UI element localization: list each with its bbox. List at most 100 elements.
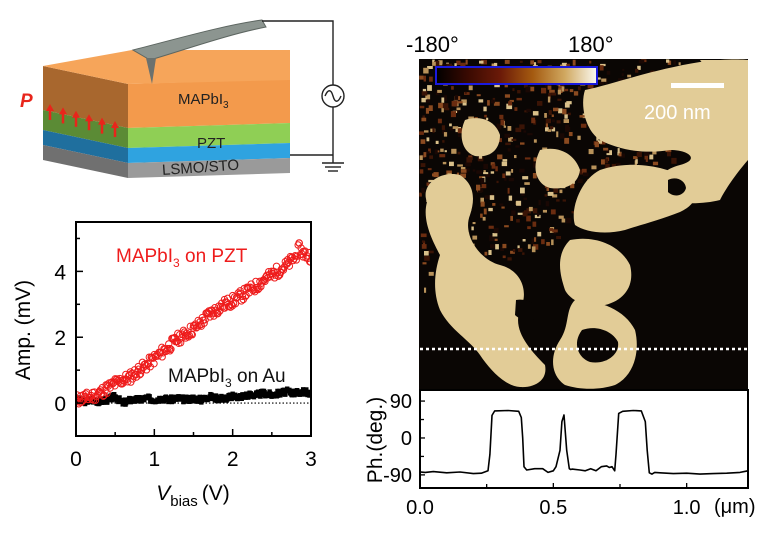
series-phase xyxy=(421,409,747,475)
map-speckle xyxy=(425,99,430,103)
map-speckle xyxy=(456,107,461,111)
map-speckle xyxy=(428,179,434,183)
map-speckle xyxy=(500,119,505,126)
map-speckle xyxy=(522,252,525,255)
map-speckle xyxy=(545,114,550,118)
map-speckle xyxy=(553,107,559,112)
data-point-au xyxy=(290,388,295,393)
data-point-au xyxy=(225,397,231,402)
map-speckle xyxy=(571,211,576,214)
map-speckle xyxy=(551,114,554,117)
map-speckle xyxy=(619,153,625,158)
map-speckle xyxy=(671,157,677,164)
map-speckle xyxy=(489,235,495,242)
map-speckle xyxy=(432,61,436,66)
map-speckle xyxy=(615,162,621,167)
map-speckle xyxy=(485,173,490,178)
map-speckle xyxy=(507,126,512,131)
map-speckle xyxy=(461,99,467,103)
map-speckle xyxy=(525,86,531,93)
ylabel: Amp. (mV) xyxy=(12,280,35,380)
map-speckle xyxy=(492,97,496,101)
map-speckle xyxy=(527,226,531,230)
map-speckle xyxy=(419,75,424,80)
map-speckle xyxy=(526,215,531,222)
map-speckle xyxy=(508,137,513,142)
map-speckle xyxy=(518,248,523,252)
map-speckle xyxy=(577,86,581,91)
map-speckle xyxy=(419,192,422,197)
map-speckle xyxy=(421,244,427,249)
map-speckle xyxy=(516,219,520,223)
map-speckle xyxy=(559,133,565,139)
map-speckle xyxy=(534,237,537,242)
y-tick-label: 0 xyxy=(54,393,66,416)
data-point-pzt xyxy=(301,247,309,255)
map-speckle xyxy=(437,118,442,124)
map-speckle xyxy=(587,83,594,89)
map-speckle xyxy=(480,197,484,203)
polarization-arrow xyxy=(98,117,106,134)
legend-au: MAPbI3 on Au xyxy=(168,366,286,390)
map-speckle xyxy=(502,255,506,259)
plot-frame xyxy=(419,389,749,489)
map-speckle xyxy=(577,135,581,140)
data-point-pzt xyxy=(158,353,166,361)
map-speckle xyxy=(517,90,521,94)
map-speckle xyxy=(490,244,496,249)
scalebar-label: 200 nm xyxy=(644,102,711,124)
data-point-au xyxy=(77,395,82,401)
map-speckle xyxy=(428,105,433,111)
map-speckle xyxy=(606,150,612,156)
map-speckle xyxy=(493,227,499,234)
map-speckle xyxy=(425,107,429,114)
legend-pzt: MAPbI3 on PZT xyxy=(116,246,248,270)
map-speckle xyxy=(545,201,550,207)
map-speckle xyxy=(446,63,452,67)
map-speckle xyxy=(483,208,487,215)
data-point-au xyxy=(82,401,88,407)
map-speckle xyxy=(509,99,514,103)
data-point-au xyxy=(214,394,220,399)
data-point-pzt xyxy=(292,256,300,264)
map-speckle xyxy=(423,67,429,74)
cantilever xyxy=(131,19,267,61)
layer-label-pzt: PZT xyxy=(197,135,225,152)
map-speckle xyxy=(423,152,427,158)
map-speckle xyxy=(556,120,561,124)
colorbar-min-label: -180° xyxy=(406,32,459,57)
map-speckle xyxy=(533,162,537,168)
map-speckle xyxy=(556,236,561,240)
data-point-pzt xyxy=(241,292,249,301)
map-speckle xyxy=(638,60,645,64)
map-speckle xyxy=(572,181,575,184)
map-speckle xyxy=(508,178,514,182)
map-speckle xyxy=(484,251,488,256)
map-speckle xyxy=(432,127,435,133)
data-point-au xyxy=(230,391,235,396)
map-speckle xyxy=(421,187,425,194)
map-speckle xyxy=(549,89,555,93)
map-speckle xyxy=(505,142,511,146)
map-speckle xyxy=(427,250,434,254)
map-speckle xyxy=(506,103,513,110)
map-speckle xyxy=(442,63,449,68)
map-speckle xyxy=(487,100,490,106)
map-speckle xyxy=(503,125,506,128)
map-speckle xyxy=(420,233,427,238)
data-point-pzt xyxy=(167,345,175,353)
data-point-pzt xyxy=(274,272,283,280)
polarization-label: P xyxy=(20,91,33,112)
map-speckle xyxy=(504,133,511,138)
map-speckle xyxy=(465,162,471,166)
map-speckle xyxy=(523,197,527,200)
layer-front-2 xyxy=(128,143,290,163)
data-point-au xyxy=(112,391,117,397)
data-point-pzt xyxy=(150,359,158,368)
map-speckle xyxy=(424,255,430,261)
map-speckle xyxy=(480,201,485,207)
map-speckle xyxy=(528,206,533,212)
map-speckle xyxy=(589,60,592,64)
map-speckle xyxy=(549,228,554,232)
map-speckle xyxy=(479,60,484,64)
